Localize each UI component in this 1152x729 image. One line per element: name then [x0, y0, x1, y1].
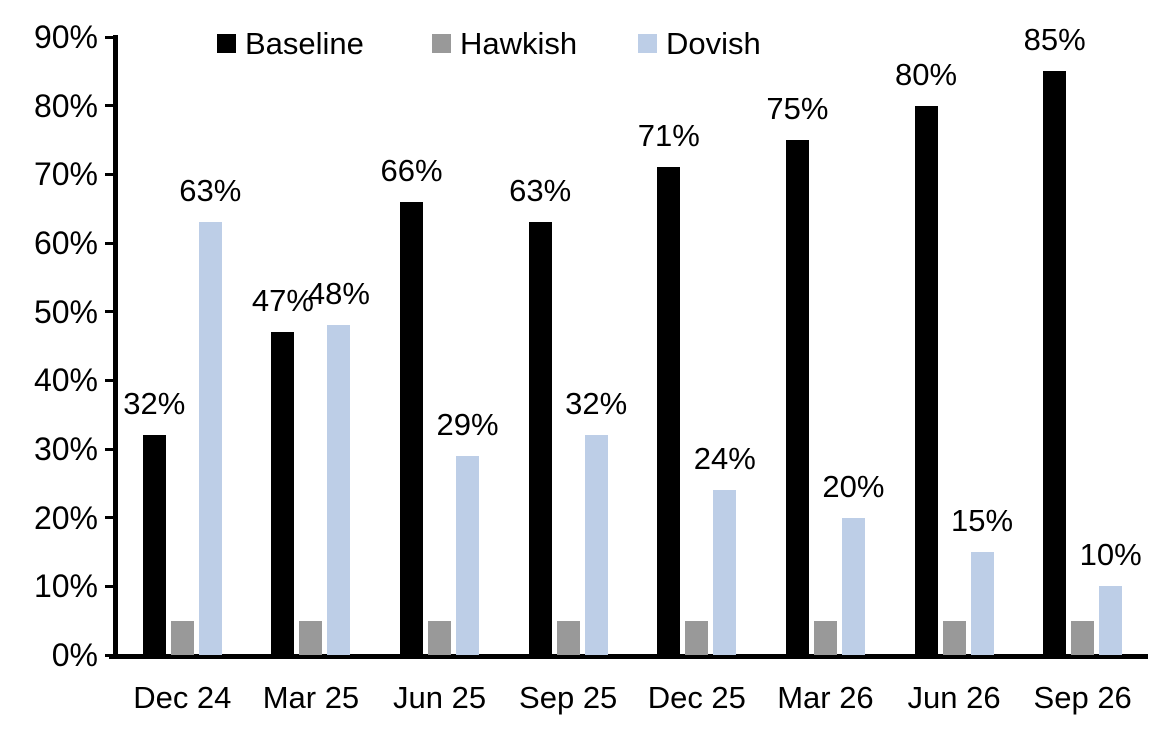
bar-group-mar-25: 47% 48% [247, 37, 376, 655]
dovish-bar [1099, 586, 1123, 655]
x-axis-label: Dec 24 [133, 680, 232, 715]
y-axis-tick [105, 584, 114, 588]
legend-label-dovish: Dovish [666, 25, 761, 61]
hawkish-bar [428, 620, 452, 655]
baseline-bar [271, 332, 295, 655]
baseline-data-label: 47% [251, 283, 314, 319]
baseline-bar [400, 201, 424, 655]
dovish-data-label: 15% [951, 503, 1014, 538]
dovish-data-label: 20% [822, 468, 885, 504]
y-axis-tick-label: 60% [33, 225, 98, 261]
y-axis-tick-label: 20% [33, 499, 98, 536]
y-axis-tick [105, 378, 114, 382]
bar-group-jun-26: 80% 15% [890, 37, 1019, 655]
y-axis-line [113, 35, 118, 659]
hawkish-bar [813, 620, 837, 655]
chart-legend: Baseline Hawkish Dovish [0, 0, 1152, 70]
baseline-data-label: 71% [637, 118, 700, 154]
legend-item-hawkish: Hawkish [432, 25, 578, 61]
baseline-bar [657, 167, 681, 655]
x-axis-line [109, 654, 1148, 659]
hawkish-bar [170, 620, 194, 655]
baseline-bar [142, 435, 166, 655]
legend-swatch-hawkish-icon [432, 33, 451, 53]
baseline-bar [785, 140, 809, 655]
bar-group-sep-26: 85% 10% [1018, 24, 1147, 655]
x-axis-label: Mar 25 [262, 680, 360, 715]
baseline-data-label: 63% [509, 173, 572, 209]
dovish-data-label: 32% [565, 386, 628, 422]
y-axis-tick-label: 0% [51, 637, 98, 673]
y-axis-tick [105, 172, 114, 176]
dovish-data-label: 10% [1079, 537, 1142, 573]
dovish-data-label: 63% [179, 173, 242, 209]
y-axis-tick [105, 310, 114, 314]
plot-area: 32% 63% 47% 48% 66% 29% 63% 32% 71% 24% 75% 20% 80% 1… [118, 24, 1147, 655]
dovish-bar [970, 552, 994, 655]
baseline-data-label: 66% [380, 152, 443, 188]
dovish-data-label: 48% [307, 276, 370, 312]
x-axis-label: Jun 26 [907, 680, 1001, 715]
bar-group-sep-25: 63% 32% [504, 37, 633, 655]
baseline-data-label: 32% [123, 386, 186, 422]
bar-group-dec-24: 32% 63% [118, 37, 247, 655]
y-axis-tick [105, 447, 114, 451]
hawkish-bar [685, 620, 709, 655]
hawkish-bar [299, 620, 323, 655]
baseline-data-label: 75% [766, 91, 829, 126]
x-axis-label: Mar 26 [777, 680, 874, 715]
hawkish-bar [1071, 620, 1095, 655]
dovish-bar [198, 222, 222, 655]
dovish-bar [713, 490, 737, 655]
hawkish-bar [556, 620, 580, 655]
x-axis-label: Sep 26 [1033, 680, 1132, 715]
y-axis-tick [105, 241, 114, 245]
x-axis-label: Jun 25 [393, 680, 487, 715]
bar-group-mar-26: 75% 20% [761, 37, 890, 655]
legend-label-hawkish: Hawkish [460, 25, 578, 61]
y-axis-tick-label: 40% [33, 362, 98, 399]
baseline-bar [914, 105, 938, 655]
hawkish-bar [942, 620, 966, 655]
legend-swatch-baseline-icon [217, 33, 236, 53]
y-axis-tick [105, 35, 114, 39]
legend-label-baseline: Baseline [245, 25, 364, 61]
y-axis-tick [105, 653, 114, 657]
dovish-bar [456, 455, 480, 655]
dovish-bar [584, 435, 608, 655]
baseline-bar [528, 222, 552, 655]
x-axis-label: Sep 25 [519, 680, 618, 715]
bar-group-dec-25: 71% 24% [633, 37, 762, 655]
legend-item-dovish: Dovish [638, 25, 761, 61]
dovish-data-label: 24% [693, 441, 756, 477]
dovish-bar [327, 325, 351, 655]
baseline-data-label: 85% [1023, 22, 1086, 58]
y-axis-tick [105, 104, 114, 108]
y-axis-tick-label: 50% [33, 293, 98, 330]
y-axis-tick [105, 516, 114, 520]
y-axis-tick-label: 30% [33, 431, 98, 467]
baseline-data-label: 80% [895, 56, 958, 92]
y-axis-tick-label: 90% [33, 19, 98, 55]
x-axis-label: Dec 25 [647, 680, 746, 715]
baseline-bar [1043, 71, 1067, 655]
dovish-data-label: 29% [436, 406, 499, 442]
y-axis-tick-label: 80% [33, 87, 98, 124]
bar-group-jun-25: 66% 29% [375, 37, 504, 655]
y-axis-tick-label: 70% [33, 156, 98, 193]
y-axis-tick-label: 10% [33, 568, 98, 605]
legend-item-baseline: Baseline [217, 25, 364, 61]
dovish-bar [841, 517, 865, 655]
legend-swatch-dovish-icon [638, 33, 657, 53]
